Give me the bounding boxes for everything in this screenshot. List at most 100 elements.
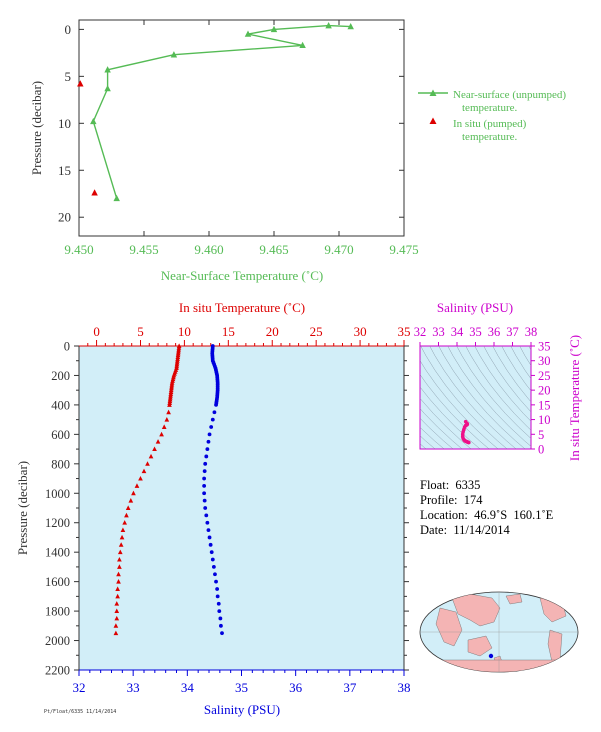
pressure-axis-ticks: 0 200 400 600 800 1000 1200 1400 1600 1800 2000 220… xyxy=(45,340,409,678)
salinity-point xyxy=(206,528,211,532)
salinity-axis-ticks: 32 33 34 35 36 37 38 xyxy=(73,670,411,695)
salinity-point xyxy=(211,565,216,569)
temperature-point xyxy=(161,424,167,429)
temperature-point xyxy=(122,520,128,525)
salinity-point xyxy=(220,631,224,636)
profile-number: Profile: 174 xyxy=(420,493,483,507)
ts-temperature-tick-label: 15 xyxy=(538,398,551,412)
y-tick-label: 10 xyxy=(58,116,71,131)
unpumped-temperature-point xyxy=(104,66,111,73)
density-contour xyxy=(510,346,531,380)
pressure-tick-label: 600 xyxy=(51,428,70,442)
pressure-tick-label: 1600 xyxy=(45,575,70,589)
salinity-point xyxy=(210,349,215,354)
density-contour xyxy=(447,346,531,447)
salinity-point xyxy=(210,356,215,361)
density-contour xyxy=(420,346,508,449)
temperature-tick-label: 10 xyxy=(178,324,191,339)
temperature-point xyxy=(124,512,129,518)
near-surface-legend: Near-surface (unpumped) temperature. In s… xyxy=(418,89,566,143)
ts-temperature-tick-label: 35 xyxy=(538,340,551,354)
density-contour xyxy=(483,346,531,413)
salinity-point xyxy=(207,432,212,437)
profile-date: Date: 11/14/2014 xyxy=(420,523,510,537)
density-contour xyxy=(420,427,445,449)
temperature-point xyxy=(115,586,120,591)
unpumped-temperature-point xyxy=(113,194,120,202)
float-location: Location: 46.9˚S 160.1˚E xyxy=(420,508,554,522)
temperature-point xyxy=(145,461,150,466)
salinity-tick-label: 32 xyxy=(73,680,86,695)
salinity-point xyxy=(202,484,207,488)
near-surface-y-ticks: 0 5 10 15 20 xyxy=(58,22,404,225)
near-surface-x-ticks: 9.450 9.455 9.460 9.465 9.470 9.475 xyxy=(64,20,419,257)
salinity-tick-label: 37 xyxy=(343,680,357,695)
temperature-point xyxy=(114,615,120,621)
x-tick-label: 9.465 xyxy=(259,242,288,257)
ts-temperature-tick-label: 25 xyxy=(538,369,551,383)
temperature-point xyxy=(155,439,161,444)
salinity-point xyxy=(204,513,209,518)
density-contour xyxy=(420,418,454,449)
temperature-point xyxy=(152,446,157,452)
salinity-point xyxy=(214,401,219,405)
legend-label-unpumped: Near-surface (unpumped) temperature. xyxy=(453,89,566,114)
pressure-axis-label: Pressure (decibar) xyxy=(15,461,30,555)
temperature-point xyxy=(117,564,122,569)
density-contour xyxy=(420,408,463,449)
unpumped-temperature-point xyxy=(325,22,332,29)
y-tick-label: 15 xyxy=(58,163,71,178)
unpumped-temperature-line xyxy=(92,24,351,199)
temperature-point xyxy=(113,623,119,628)
temperature-point xyxy=(134,483,140,488)
profile-plot-background xyxy=(78,345,405,671)
unpumped-temperature-point xyxy=(104,84,111,92)
salinity-point xyxy=(202,498,207,503)
pressure-tick-label: 1800 xyxy=(45,605,70,619)
ts-salinity-tick-label: 32 xyxy=(414,325,427,339)
pressure-tick-label: 1200 xyxy=(45,516,70,530)
legend-marker-red xyxy=(429,117,437,124)
profile-chart: 0 5 10 15 20 25 30 35 32 33 34 35 36 37 38 0 200 400 600… xyxy=(15,300,411,717)
salinity-point xyxy=(210,557,215,562)
salinity-point xyxy=(202,476,207,481)
salinity-point xyxy=(204,454,209,459)
temperature-tick-label: 35 xyxy=(398,324,411,339)
temperature-point xyxy=(116,579,121,584)
pressure-tick-label: 400 xyxy=(51,398,70,412)
salinity-point xyxy=(213,572,217,577)
ts-salinity-tick-label: 37 xyxy=(506,325,519,339)
temperature-point xyxy=(172,371,177,376)
temperature-point xyxy=(113,630,119,636)
temperature-point xyxy=(114,608,120,614)
salinity-point xyxy=(215,587,220,591)
temperature-point xyxy=(114,601,120,606)
salinity-point xyxy=(218,616,223,621)
ts-salinity-ticks: 32 33 34 35 36 37 38 xyxy=(414,325,537,346)
salinity-point xyxy=(203,506,208,510)
salinity-point xyxy=(216,601,221,606)
unpumped-temperature-point xyxy=(347,22,354,30)
temperature-point xyxy=(118,542,124,547)
density-contour xyxy=(420,374,490,449)
unpumped-temperature-point xyxy=(244,30,252,37)
salinity-tick-label: 36 xyxy=(289,680,303,695)
temperature-point xyxy=(168,393,173,398)
ts-salinity-tick-label: 33 xyxy=(432,325,445,339)
density-contour xyxy=(501,346,531,392)
temperature-point xyxy=(169,385,174,391)
salinity-point xyxy=(210,417,215,422)
salinity-point xyxy=(206,439,211,444)
pressure-tick-label: 1400 xyxy=(45,546,70,560)
salinity-point xyxy=(207,535,212,540)
temperature-point xyxy=(159,431,164,437)
temperature-tick-label: 15 xyxy=(222,324,235,339)
world-map xyxy=(419,591,579,673)
temperature-point xyxy=(116,571,121,577)
salinity-profile-marks xyxy=(202,344,224,636)
pumped-temperature-point xyxy=(91,189,98,196)
salinity-point xyxy=(205,520,210,525)
salinity-point xyxy=(205,447,210,451)
x-tick-label: 9.470 xyxy=(324,242,353,257)
